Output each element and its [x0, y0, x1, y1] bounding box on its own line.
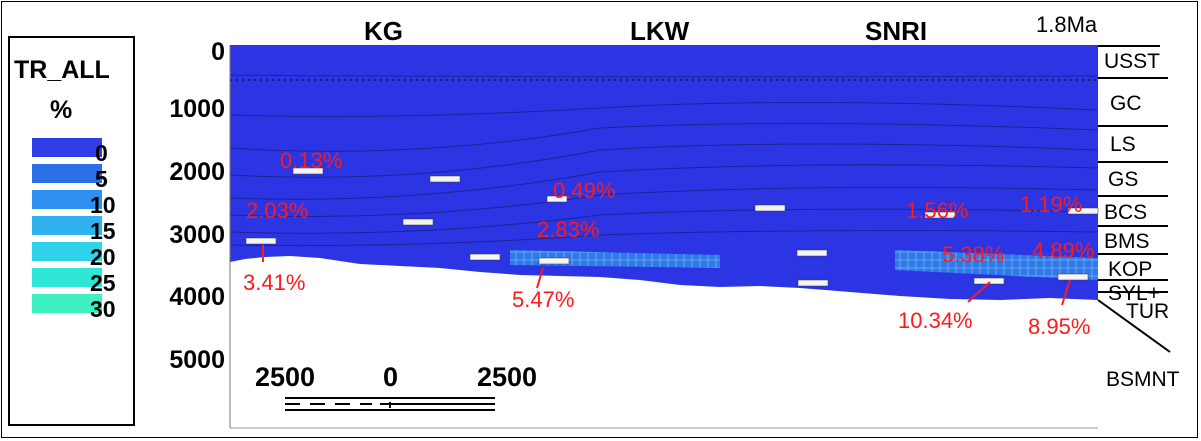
legend-label-20: 20 — [90, 244, 116, 270]
scale-label-middle: 0 — [383, 362, 399, 392]
legend-swatch-20 — [32, 242, 102, 261]
scale-bar — [285, 397, 495, 411]
pct-label-snri-6: 8.95% — [1028, 314, 1091, 339]
formation-syl: SYL+ — [1108, 282, 1160, 305]
pct-label-kg-1: 0.13% — [280, 148, 343, 173]
small-labels — [245, 167, 1099, 287]
pct-label-snri-3: 5.38% — [942, 242, 1005, 267]
formation-bcs: BCS — [1104, 201, 1148, 224]
depth-tick-4000: 4000 — [169, 283, 225, 311]
legend-label-5: 5 — [95, 166, 108, 192]
pct-label-snri-5: 10.34% — [898, 308, 973, 333]
horizon-lines — [229, 74, 1099, 247]
legend-swatch-10 — [32, 190, 102, 209]
pct-label-kg-3: 3.41% — [243, 270, 306, 295]
legend-swatch-0 — [32, 138, 102, 157]
depth-tick-2000: 2000 — [169, 158, 225, 186]
legend-label-30: 30 — [90, 296, 116, 322]
pct-label-snri-4: 4.89% — [1032, 238, 1095, 263]
legend-label-10: 10 — [90, 192, 116, 218]
depth-tick-0: 0 — [211, 38, 225, 66]
pct-label-lkw-3: 5.47% — [512, 287, 575, 312]
formation-kop: KOP — [1108, 258, 1153, 281]
pct-label-lkw-1: 0.49% — [553, 178, 616, 203]
scale-label-left: 2500 — [255, 362, 316, 392]
formation-ls: LS — [1110, 133, 1136, 156]
legend-label-15: 15 — [90, 218, 116, 244]
legend-label-0: 0 — [95, 140, 108, 166]
legend-swatch-25 — [32, 268, 102, 287]
formation-gc: GC — [1110, 92, 1142, 115]
pct-label-snri-2: 1.19% — [1020, 192, 1083, 217]
pointer-lines — [262, 245, 1071, 306]
formation-bms: BMS — [1104, 230, 1150, 253]
legend-panel: TR_ALL % 0 5 10 15 20 25 30 — [8, 36, 135, 426]
basin-body — [230, 45, 1098, 300]
well-title-kg: KG — [364, 16, 403, 46]
formation-tur: TUR — [1126, 300, 1170, 323]
formation-usst: USST — [1104, 50, 1161, 73]
scale-label-right: 2500 — [477, 362, 538, 392]
depth-tick-5000: 5000 — [169, 346, 225, 374]
pct-label-kg-2: 2.03% — [246, 198, 309, 223]
age-label: 1.8Ma — [1036, 12, 1098, 37]
legend-swatch-30 — [32, 294, 102, 313]
formation-lines — [1097, 45, 1171, 353]
legend-swatch-5 — [32, 164, 102, 183]
depth-tick-3000: 3000 — [169, 221, 225, 249]
well-title-snri: SNRI — [865, 16, 928, 46]
legend-title: TR_ALL — [14, 56, 110, 84]
formation-bsmnt: BSMNT — [1106, 368, 1180, 391]
formation-gs: GS — [1108, 168, 1139, 191]
legend-label-25: 25 — [90, 270, 116, 296]
pct-label-snri-1: 1.56% — [906, 198, 969, 223]
depth-tick-1000: 1000 — [169, 95, 225, 123]
pct-label-lkw-2: 2.83% — [537, 217, 600, 242]
highlight-zone-right — [895, 250, 1098, 280]
well-title-lkw: LKW — [630, 16, 690, 46]
legend-swatch-15 — [32, 216, 102, 235]
legend-unit: % — [50, 96, 73, 124]
